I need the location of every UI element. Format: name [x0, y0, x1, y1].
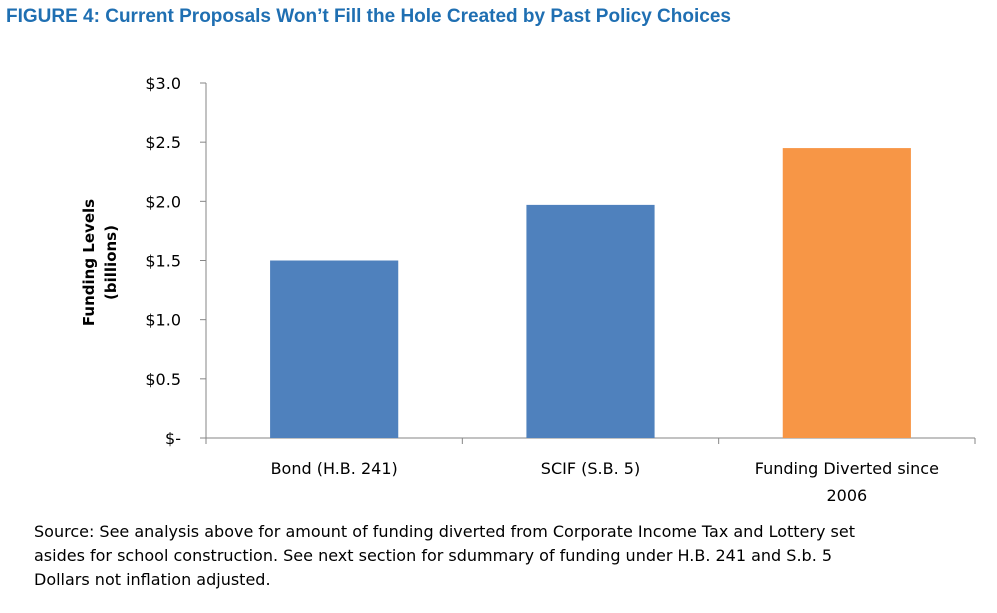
bar — [526, 204, 655, 438]
y-ticks: $- $0.5 $1.0 $1.5 $2.0 $2.5 $3.0 — [145, 74, 206, 448]
y-axis-title: Funding Levels (billions) — [80, 199, 120, 326]
category-labels: Bond (H.B. 241) SCIF (S.B. 5) Funding Dive… — [271, 459, 939, 505]
source-line-3: Dollars not inflation adjusted. — [34, 570, 271, 589]
y-axis-title-line: (billions) — [102, 225, 120, 300]
source-line-1: Source: See analysis above for amount of… — [34, 522, 855, 541]
category-label-line: Funding Diverted since — [755, 459, 939, 478]
y-tick-label: $1.0 — [145, 311, 181, 330]
chart-title: FIGURE 4: Current Proposals Won’t Fill t… — [6, 6, 731, 27]
category-label-line: 2006 — [826, 486, 867, 505]
y-tick-label: $3.0 — [145, 74, 181, 93]
category-label: Bond (H.B. 241) — [271, 459, 398, 478]
category-label-line: Bond (H.B. 241) — [271, 459, 398, 478]
source-line-2: asides for school construction. See next… — [34, 546, 833, 565]
y-tick-label: $0.5 — [145, 370, 181, 389]
y-axis-label: Funding Levels (billions) — [80, 199, 120, 326]
bar — [270, 260, 399, 438]
y-tick-label: $- — [165, 429, 181, 448]
y-tick-label: $2.0 — [145, 192, 181, 211]
bars — [270, 148, 911, 439]
bar — [782, 148, 911, 439]
category-label-line: SCIF (S.B. 5) — [541, 459, 640, 478]
category-label: Funding Diverted since 2006 — [755, 459, 939, 505]
source-note: Source: See analysis above for amount of… — [34, 520, 989, 592]
y-tick-label: $2.5 — [145, 133, 181, 152]
y-axis-title-line: Funding Levels — [80, 199, 98, 326]
y-tick-label: $1.5 — [145, 252, 181, 271]
category-label: SCIF (S.B. 5) — [541, 459, 640, 478]
